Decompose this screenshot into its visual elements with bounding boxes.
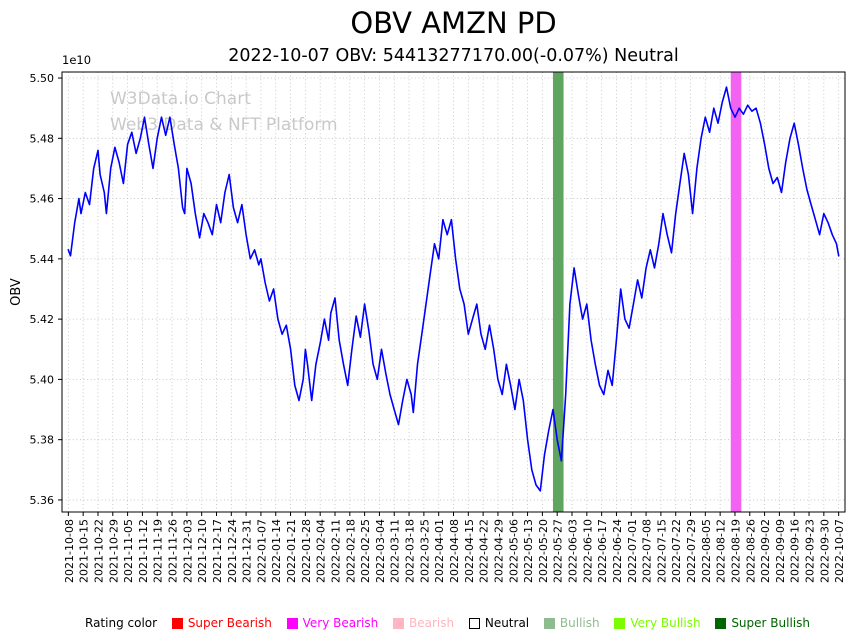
x-tick-label: 2021-10-08 (63, 519, 76, 583)
x-tick-label: 2021-11-12 (137, 519, 150, 583)
x-tick-label: 2022-10-07 (833, 519, 846, 583)
legend-item-neutral: Neutral (468, 616, 530, 630)
x-tick-label: 2022-05-27 (552, 519, 565, 583)
x-tick-label: 2022-09-09 (774, 519, 787, 583)
x-tick-label: 2022-03-25 (418, 519, 431, 583)
x-tick-label: 2022-01-14 (270, 519, 283, 583)
legend-title: Rating color (85, 616, 158, 630)
y-tick-label: 5.36 (30, 494, 55, 507)
x-tick-label: 2022-04-08 (448, 519, 461, 583)
legend-item-bearish: Bearish (393, 616, 454, 630)
legend-label-bearish: Bearish (409, 616, 455, 630)
obv-series-line (67, 86, 840, 492)
x-tick-label: 2021-12-17 (211, 519, 224, 583)
chart-subtitle: 2022-10-07 OBV: 54413277170.00(-0.07%) N… (228, 46, 679, 66)
x-tick-label: 2022-08-12 (715, 519, 728, 583)
x-tick-label: 2021-11-19 (152, 519, 165, 583)
legend-label-very-bearish: Very Bearish (302, 616, 379, 630)
y-tick-label: 5.46 (30, 193, 55, 206)
rating-band-very-bearish (730, 72, 742, 512)
legend-label-super-bullish: Super Bullish (731, 616, 810, 630)
legend-label-very-bullish: Very Bullish (630, 616, 701, 630)
x-tick-label: 2022-04-22 (478, 519, 491, 583)
watermark-text: W3Data.io Chart (110, 89, 251, 109)
x-tick-label: 2022-03-04 (374, 519, 387, 583)
y-tick-label: 5.38 (30, 434, 55, 447)
legend-swatch-bullish (543, 617, 555, 629)
legend-swatch-very-bearish (286, 617, 298, 629)
x-tick-label: 2022-07-22 (670, 519, 683, 583)
x-tick-label: 2022-06-10 (581, 519, 594, 583)
legend-item-very-bullish: Very Bullish (614, 616, 701, 630)
legend-swatch-very-bullish (614, 617, 626, 629)
legend-label-neutral: Neutral (484, 616, 530, 630)
x-tick-label: 2022-09-16 (789, 519, 802, 583)
x-tick-label: 2022-05-13 (522, 519, 535, 583)
x-tick-label: 2022-04-15 (463, 519, 476, 583)
y-axis-label: OBV (9, 278, 24, 306)
y-tick-label: 5.48 (30, 132, 55, 145)
x-tick-label: 2021-11-26 (167, 519, 180, 583)
x-tick-label: 2022-05-06 (507, 519, 520, 583)
legend-label-super-bearish: Super Bearish (187, 616, 272, 630)
legend-item-super-bearish: Super Bearish (171, 616, 272, 630)
chart-title: OBV AMZN PD (350, 6, 557, 40)
x-tick-label: 2022-09-23 (804, 519, 817, 583)
legend-item-bullish: Bullish (543, 616, 600, 630)
x-tick-label: 2022-05-20 (537, 519, 550, 583)
x-tick-label: 2022-01-28 (300, 519, 313, 583)
x-tick-label: 2022-04-29 (492, 519, 505, 583)
plot-frame (61, 71, 846, 513)
x-tick-label: 2022-01-21 (285, 519, 298, 583)
x-tick-label: 2022-09-30 (818, 519, 831, 583)
x-tick-label: 2021-12-24 (226, 519, 239, 583)
x-tick-label: 2022-02-04 (315, 519, 328, 583)
y-tick-label: 5.42 (30, 313, 55, 326)
y-tick-label: 5.44 (30, 253, 55, 266)
legend-swatch-super-bearish (171, 617, 183, 629)
x-tick-label: 2022-06-17 (596, 519, 609, 583)
x-tick-label: 2022-09-02 (759, 519, 772, 583)
x-tick-label: 2022-07-29 (685, 519, 698, 583)
rating-band-bullish (552, 72, 564, 512)
legend-label-bullish: Bullish (559, 616, 600, 630)
y-tick-label: 5.50 (30, 72, 55, 85)
x-tick-label: 2021-11-05 (122, 519, 135, 583)
x-tick-label: 2022-07-15 (655, 519, 668, 583)
x-tick-label: 2022-08-26 (744, 519, 757, 583)
x-tick-label: 2021-10-29 (107, 519, 120, 583)
x-tick-label: 2022-03-11 (389, 519, 402, 583)
x-tick-label: 2022-06-03 (567, 519, 580, 583)
legend-swatch-bearish (393, 617, 404, 629)
obv-line-chart: 2021-10-08 2021-10-15 2021-10-22 2021-10-29… (9, 53, 846, 583)
x-tick-label: 2022-08-05 (700, 519, 713, 583)
x-tick-label: 2022-01-07 (255, 519, 268, 583)
legend-swatch-neutral (468, 617, 480, 629)
x-tick-label: 2021-12-31 (241, 519, 254, 583)
x-tick-label: 2022-02-18 (344, 519, 357, 583)
x-tick-label: 2021-12-10 (196, 519, 209, 583)
x-tick-label: 2022-03-18 (404, 519, 417, 583)
y-tick-label: 5.40 (30, 373, 55, 386)
x-tick-label: 2022-02-25 (359, 519, 372, 583)
x-tick-label: 2022-07-01 (626, 519, 639, 583)
legend-swatch-super-bullish (715, 617, 727, 629)
rating-legend: Rating color Super Bearish Very Bearish Be… (85, 616, 810, 630)
x-tick-label: 2022-02-11 (329, 519, 342, 583)
x-tick-label: 2021-10-22 (92, 519, 105, 583)
legend-item-very-bearish: Very Bearish (286, 616, 379, 630)
x-tick-label: 2021-10-15 (78, 519, 91, 583)
x-tick-label: 2022-04-01 (433, 519, 446, 583)
y-axis-offset-label: 1e10 (62, 53, 91, 67)
x-tick-label: 2021-12-03 (181, 519, 194, 583)
x-tick-label: 2022-08-19 (729, 519, 742, 583)
legend-item-super-bullish: Super Bullish (715, 616, 810, 630)
x-tick-label: 2022-07-08 (641, 519, 654, 583)
x-tick-label: 2022-06-24 (611, 519, 624, 583)
